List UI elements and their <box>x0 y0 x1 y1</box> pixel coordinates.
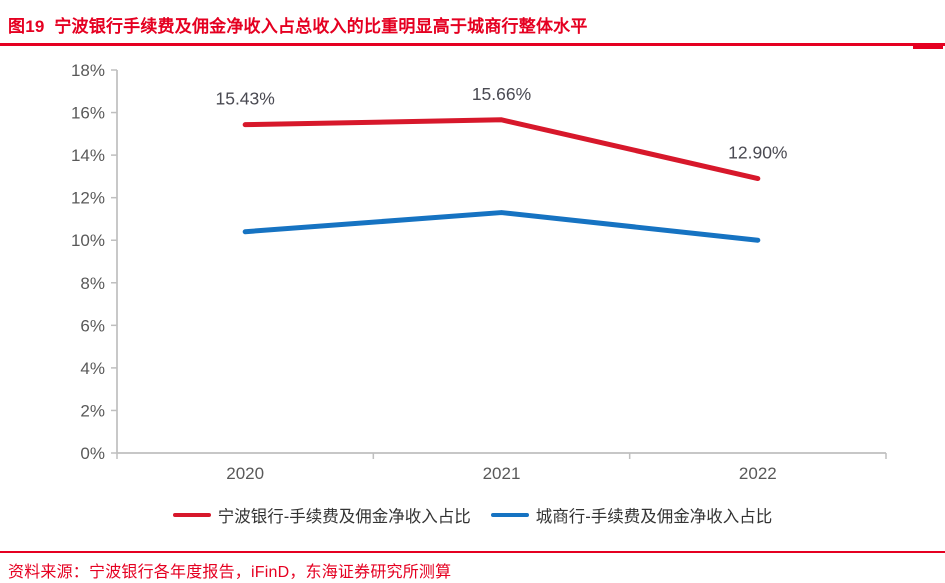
legend-swatch-ningbo-bank <box>172 512 211 518</box>
x-axis-label: 2020 <box>226 464 264 483</box>
data-label: 15.43% <box>215 89 274 109</box>
legend-label-city-banks: 城商行-手续费及佣金净收入占比 <box>535 508 773 526</box>
series-line-1 <box>242 210 761 243</box>
figure-title: 图19 宁波银行手续费及佣金净收入占总收入的比重明显高于城商行整体水平 <box>8 17 588 36</box>
data-label: 15.66% <box>472 84 531 104</box>
series-line-0 <box>242 117 761 182</box>
legend-label-ningbo-bank: 宁波银行-手续费及佣金净收入占比 <box>217 508 471 526</box>
x-axis-label: 2021 <box>483 464 521 483</box>
y-axis-label: 2% <box>80 401 105 420</box>
chart-legend: 宁波银行-手续费及佣金净收入占比 城商行-手续费及佣金净收入占比 <box>0 503 945 527</box>
y-axis-label: 12% <box>71 189 105 208</box>
y-axis-label: 10% <box>71 231 105 250</box>
x-axis-label: 2022 <box>739 464 777 483</box>
header-rule-accent <box>913 43 943 49</box>
data-label: 12.90% <box>728 143 787 163</box>
legend-item-ningbo-bank: 宁波银行-手续费及佣金净收入占比 <box>172 503 471 527</box>
legend-swatch-city-banks <box>490 512 529 518</box>
y-axis-label: 18% <box>71 61 105 80</box>
source-note: 资料来源：宁波银行各年度报告，iFinD，东海证券研究所测算 <box>8 564 452 581</box>
legend-item-city-banks: 城商行-手续费及佣金净收入占比 <box>490 503 773 527</box>
y-axis-label: 8% <box>80 274 105 293</box>
line-chart: 0% 2% 4% 6% 8% 10% 12% 14% 16% 18% 2020 2021 2022 15.… <box>71 61 887 483</box>
y-axis-label: 4% <box>80 359 105 378</box>
y-axis-label: 14% <box>71 146 105 165</box>
y-axis-label: 0% <box>80 444 105 463</box>
header-rule <box>0 43 945 46</box>
y-axis-label: 6% <box>80 316 105 335</box>
y-axis-label: 16% <box>71 104 105 123</box>
source-rule <box>0 551 945 553</box>
